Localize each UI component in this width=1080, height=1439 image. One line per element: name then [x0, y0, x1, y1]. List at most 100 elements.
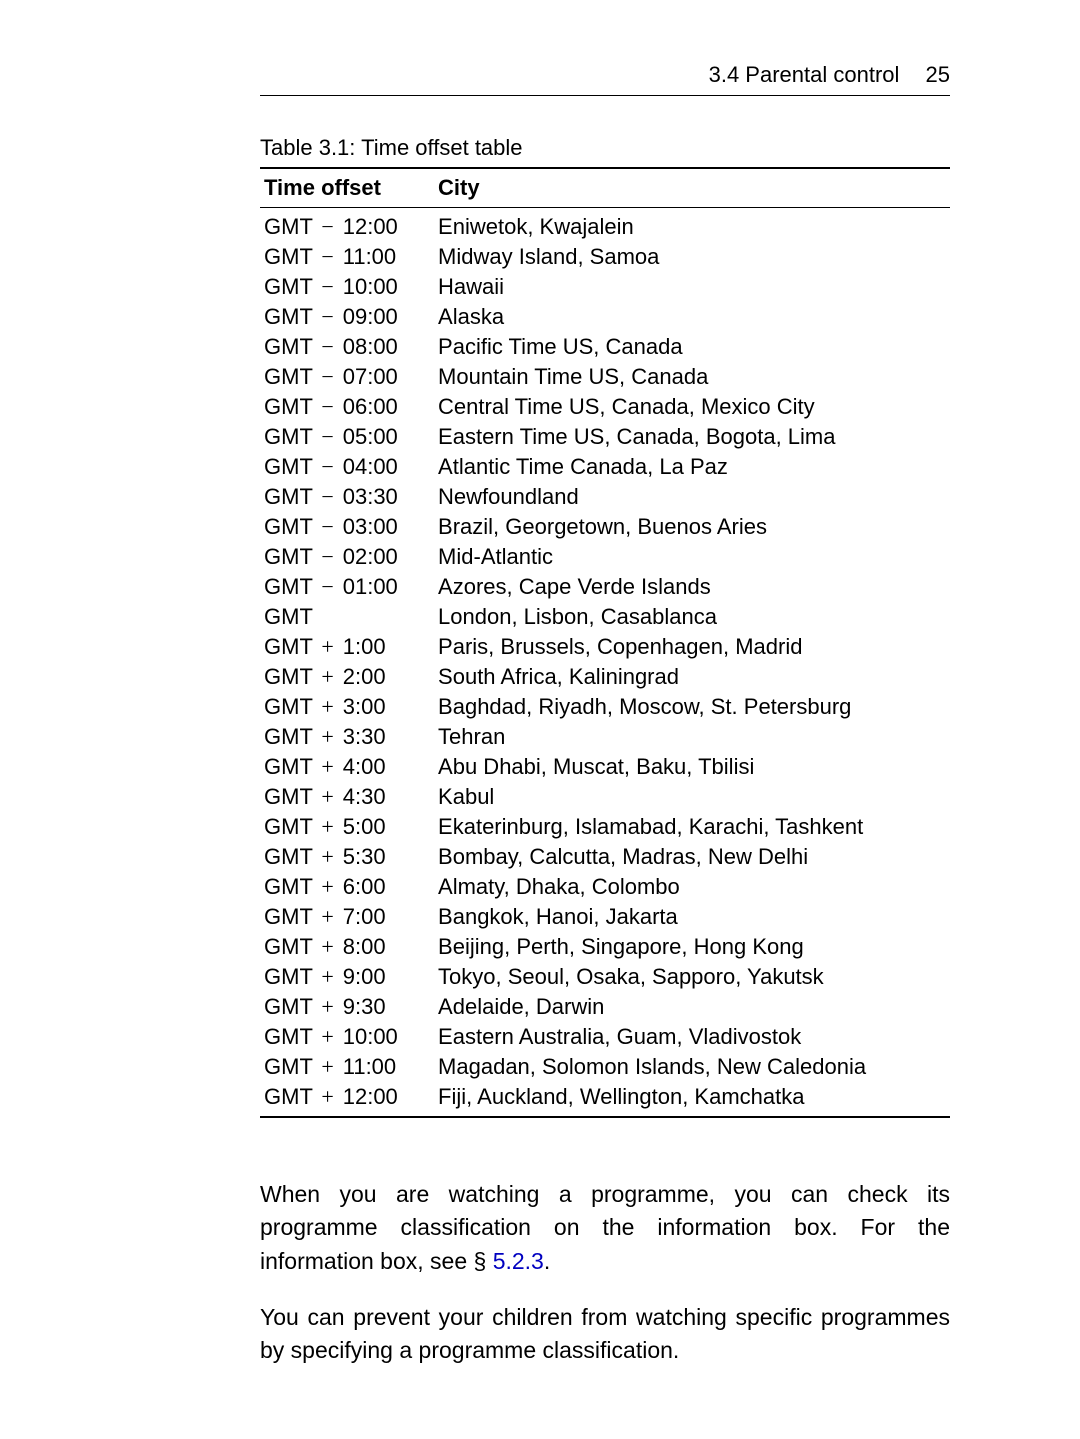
- city-cell: Kabul: [434, 782, 950, 812]
- offset-cell: GMT + 5:00: [260, 812, 434, 842]
- offset-time: 06:00: [343, 394, 398, 419]
- offset-operator: −: [319, 424, 337, 450]
- offset-time: 9:30: [343, 994, 386, 1019]
- offset-time: 02:00: [343, 544, 398, 569]
- offset-operator: −: [319, 244, 337, 270]
- offset-cell: GMT − 07:00: [260, 362, 434, 392]
- offset-prefix: GMT: [264, 814, 312, 839]
- offset-time: 07:00: [343, 364, 398, 389]
- offset-time: 12:00: [343, 1084, 398, 1109]
- offset-time: 9:00: [343, 964, 386, 989]
- city-cell: Newfoundland: [434, 482, 950, 512]
- offset-prefix: GMT: [264, 604, 313, 629]
- offset-prefix: GMT: [264, 634, 312, 659]
- offset-cell: GMT − 11:00: [260, 242, 434, 272]
- offset-operator: +: [319, 724, 337, 750]
- city-cell: Azores, Cape Verde Islands: [434, 572, 950, 602]
- offset-time: 08:00: [343, 334, 398, 359]
- table-row: GMT + 10:00Eastern Australia, Guam, Vlad…: [260, 1022, 950, 1052]
- offset-prefix: GMT: [264, 964, 312, 989]
- offset-cell: GMT − 04:00: [260, 452, 434, 482]
- offset-prefix: GMT: [264, 364, 312, 389]
- offset-operator: +: [319, 784, 337, 810]
- table-row: GMT + 1:00Paris, Brussels, Copenhagen, M…: [260, 632, 950, 662]
- offset-cell: GMT + 1:00: [260, 632, 434, 662]
- offset-cell: GMT − 01:00: [260, 572, 434, 602]
- offset-operator: +: [319, 994, 337, 1020]
- table-row: GMT + 4:00Abu Dhabi, Muscat, Baku, Tbili…: [260, 752, 950, 782]
- table-header-row: Time offset City: [260, 168, 950, 208]
- table-row: GMT + 5:00Ekaterinburg, Islamabad, Karac…: [260, 812, 950, 842]
- offset-cell: GMT + 8:00: [260, 932, 434, 962]
- table-row: GMT − 10:00Hawaii: [260, 272, 950, 302]
- city-cell: London, Lisbon, Casablanca: [434, 602, 950, 632]
- offset-prefix: GMT: [264, 1024, 312, 1049]
- city-cell: Baghdad, Riyadh, Moscow, St. Petersburg: [434, 692, 950, 722]
- offset-prefix: GMT: [264, 1054, 312, 1079]
- offset-cell: GMT + 9:00: [260, 962, 434, 992]
- table-row: GMT + 9:00Tokyo, Seoul, Osaka, Sapporo, …: [260, 962, 950, 992]
- offset-cell: GMT + 9:30: [260, 992, 434, 1022]
- table-row: GMT + 12:00Fiji, Auckland, Wellington, K…: [260, 1082, 950, 1117]
- offset-prefix: GMT: [264, 754, 312, 779]
- offset-time: 1:00: [343, 634, 386, 659]
- paragraph-text: .: [544, 1248, 550, 1274]
- offset-time: 10:00: [343, 274, 398, 299]
- offset-operator: −: [319, 274, 337, 300]
- table-row: GMT − 11:00Midway Island, Samoa: [260, 242, 950, 272]
- city-cell: Pacific Time US, Canada: [434, 332, 950, 362]
- offset-time: 05:00: [343, 424, 398, 449]
- offset-prefix: GMT: [264, 214, 312, 239]
- table-row: GMT − 08:00Pacific Time US, Canada: [260, 332, 950, 362]
- offset-time: 3:30: [343, 724, 386, 749]
- offset-operator: +: [319, 1054, 337, 1080]
- offset-cell: GMT − 08:00: [260, 332, 434, 362]
- offset-operator: +: [319, 664, 337, 690]
- table-row: GMT − 01:00Azores, Cape Verde Islands: [260, 572, 950, 602]
- offset-cell: GMT − 03:30: [260, 482, 434, 512]
- offset-time: 03:00: [343, 514, 398, 539]
- offset-time: 01:00: [343, 574, 398, 599]
- offset-prefix: GMT: [264, 394, 312, 419]
- city-cell: Eastern Time US, Canada, Bogota, Lima: [434, 422, 950, 452]
- offset-operator: −: [319, 454, 337, 480]
- city-cell: South Africa, Kaliningrad: [434, 662, 950, 692]
- time-offset-table: Time offset City GMT − 12:00Eniwetok, Kw…: [260, 167, 950, 1118]
- city-cell: Beijing, Perth, Singapore, Hong Kong: [434, 932, 950, 962]
- offset-cell: GMT + 4:30: [260, 782, 434, 812]
- offset-cell: GMT + 10:00: [260, 1022, 434, 1052]
- offset-operator: −: [319, 364, 337, 390]
- offset-prefix: GMT: [264, 274, 312, 299]
- cross-ref-link[interactable]: 5.2.3: [493, 1248, 544, 1274]
- offset-time: 5:30: [343, 844, 386, 869]
- table-row: GMT − 03:30Newfoundland: [260, 482, 950, 512]
- offset-time: 6:00: [343, 874, 386, 899]
- offset-time: 03:30: [343, 484, 398, 509]
- offset-time: 7:00: [343, 904, 386, 929]
- offset-time: 10:00: [343, 1024, 398, 1049]
- offset-cell: GMT + 5:30: [260, 842, 434, 872]
- offset-prefix: GMT: [264, 454, 312, 479]
- offset-time: 4:30: [343, 784, 386, 809]
- table-row: GMT − 05:00Eastern Time US, Canada, Bogo…: [260, 422, 950, 452]
- city-cell: Midway Island, Samoa: [434, 242, 950, 272]
- table-row: GMT + 3:30Tehran: [260, 722, 950, 752]
- offset-cell: GMT + 6:00: [260, 872, 434, 902]
- page: 3.4 Parental control 25 Table 3.1: Time …: [0, 0, 1080, 1439]
- running-head: 3.4 Parental control 25: [709, 62, 950, 88]
- offset-operator: +: [319, 844, 337, 870]
- table-row: GMT + 4:30Kabul: [260, 782, 950, 812]
- city-cell: Alaska: [434, 302, 950, 332]
- offset-prefix: GMT: [264, 874, 312, 899]
- table-row: GMT − 03:00Brazil, Georgetown, Buenos Ar…: [260, 512, 950, 542]
- city-cell: Bangkok, Hanoi, Jakarta: [434, 902, 950, 932]
- offset-time: 5:00: [343, 814, 386, 839]
- offset-operator: +: [319, 904, 337, 930]
- offset-prefix: GMT: [264, 244, 312, 269]
- table-row: GMT + 6:00Almaty, Dhaka, Colombo: [260, 872, 950, 902]
- col-header-city: City: [434, 168, 950, 208]
- offset-prefix: GMT: [264, 934, 312, 959]
- offset-prefix: GMT: [264, 1084, 312, 1109]
- offset-time: 2:00: [343, 664, 386, 689]
- table-row: GMT London, Lisbon, Casablanca: [260, 602, 950, 632]
